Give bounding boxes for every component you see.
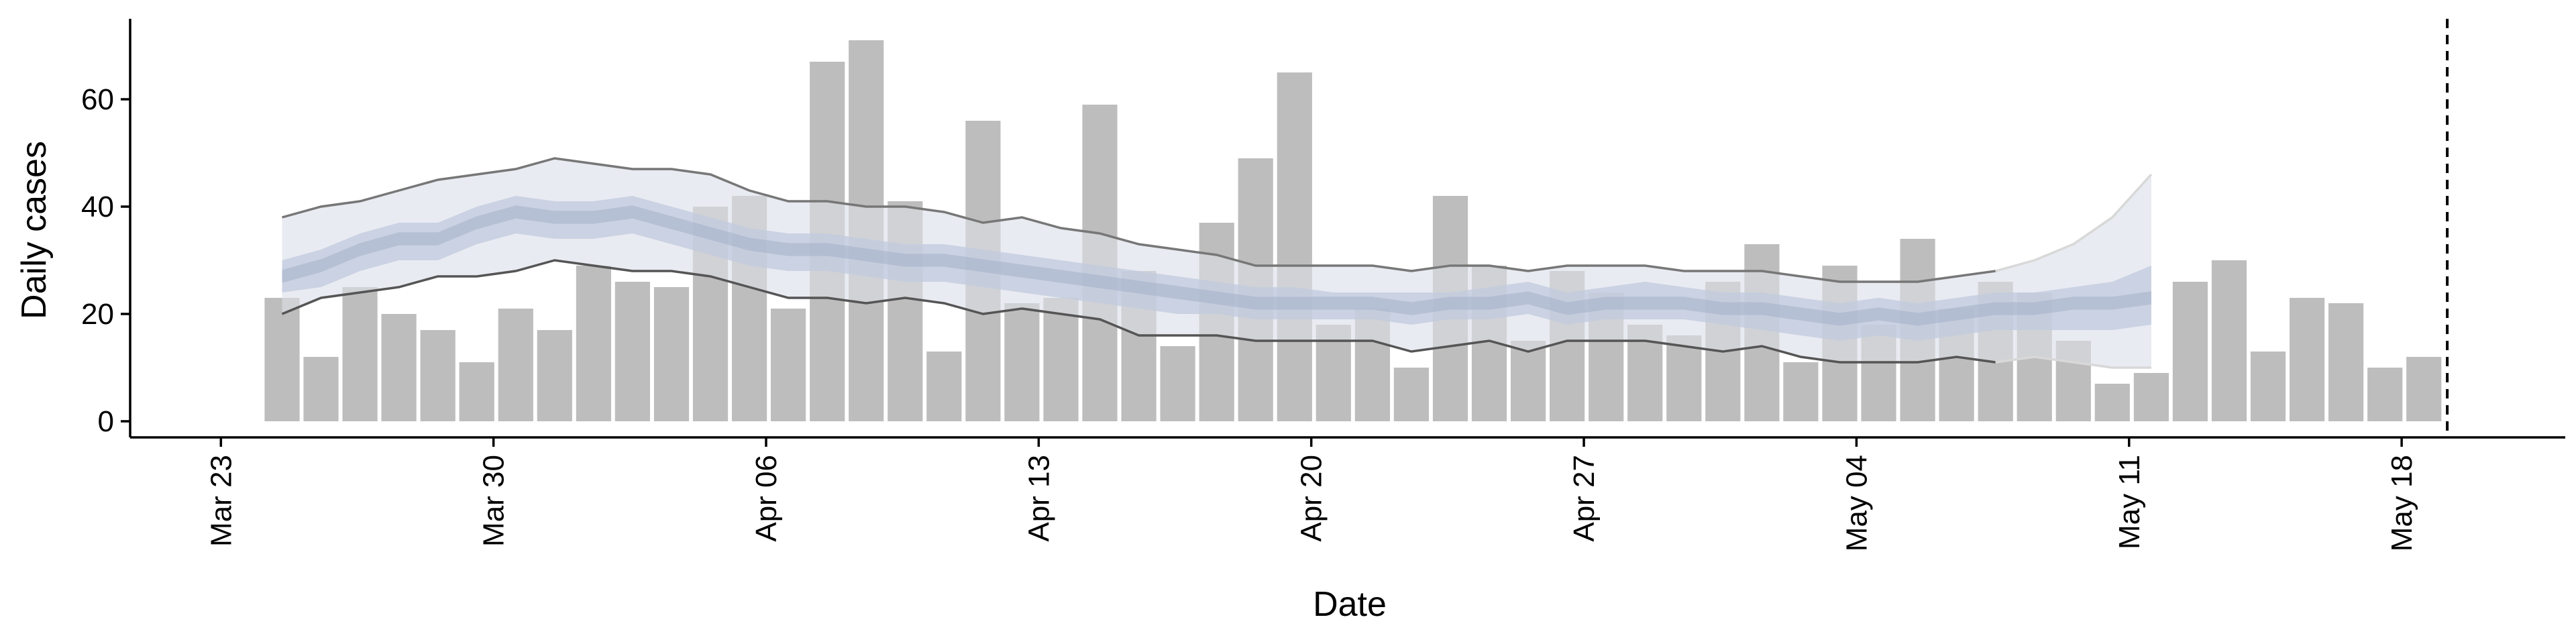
x-tick-label: May 04: [1840, 455, 1873, 551]
daily-case-bar: [2250, 352, 2286, 421]
x-axis-title: Date: [1313, 585, 1387, 624]
daily-case-bar: [1666, 335, 1702, 421]
daily-case-bar: [459, 362, 494, 421]
daily-case-bar: [771, 309, 806, 421]
x-tick-label: Apr 27: [1568, 455, 1601, 542]
x-tick-label: Apr 06: [750, 455, 783, 542]
daily-case-bar: [2328, 303, 2364, 421]
median-estimate-band: [282, 205, 2151, 326]
daily-case-bar: [653, 287, 690, 421]
daily-case-bar: [1004, 303, 1040, 421]
daily-case-bar: [1277, 72, 1312, 421]
daily-case-bar: [342, 287, 378, 421]
x-tick-label: Mar 23: [205, 455, 237, 547]
inner-ribbon-layer: [282, 158, 2151, 368]
daily-case-bar: [1783, 362, 1819, 421]
daily-case-bar: [888, 201, 923, 421]
daily-case-bar: [1511, 341, 1546, 421]
daily-case-bar: [420, 330, 455, 421]
axes-layer: 0 20 40 60 Mar 23 Mar 30 Apr 06 Apr 13 Apr 20 Apr…: [81, 19, 2565, 551]
daily-case-bar: [1354, 309, 1390, 421]
upper-bound-line: [282, 157, 1996, 283]
daily-case-bar: [2290, 298, 2325, 421]
daily-case-bar: [2367, 368, 2403, 421]
lower-bound-line: [281, 259, 1996, 364]
daily-case-bar: [2094, 384, 2130, 421]
daily-case-bar: [303, 357, 339, 421]
x-tick-label: May 11: [2113, 455, 2146, 549]
daily-case-bar: [849, 40, 884, 421]
daily-case-bar: [614, 282, 650, 421]
daily-case-bar: [537, 330, 572, 421]
daily-case-bar: [264, 298, 300, 421]
y-tick-label: 40: [81, 191, 114, 223]
daily-case-bar: [1160, 346, 1195, 421]
y-tick-label: 60: [81, 83, 114, 116]
x-tick-label: Mar 30: [478, 455, 511, 547]
x-tick-label: May 18: [2385, 455, 2418, 551]
y-axis-title: Daily cases: [15, 141, 54, 319]
daily-case-bar: [1043, 298, 1079, 421]
bars-layer: [264, 40, 2442, 421]
y-tick-label: 20: [81, 298, 114, 331]
daily-case-bar: [2406, 357, 2442, 421]
daily-case-bar: [1393, 368, 1429, 421]
y-tick-label: 0: [98, 405, 114, 438]
x-tick-label: Apr 13: [1022, 455, 1055, 542]
daily-case-bar: [1861, 325, 1896, 421]
daily-case-bar: [1082, 105, 1118, 421]
x-tick-label: Apr 20: [1295, 455, 1328, 542]
daily-case-bar: [1822, 266, 1858, 421]
daily-case-bar: [2172, 282, 2208, 421]
daily-case-bar: [381, 314, 417, 421]
daily-case-bar: [2055, 341, 2091, 421]
daily-case-bar: [498, 309, 533, 421]
daily-case-bar: [576, 266, 611, 421]
lower-bound-line-projected: [1995, 356, 2151, 369]
daily-case-bar: [926, 352, 962, 421]
daily-case-bar: [2133, 373, 2169, 421]
daily-case-bar: [2211, 260, 2247, 421]
upper-bound-line-projected: [1995, 173, 2153, 272]
bound-lines-layer: [281, 157, 2153, 369]
